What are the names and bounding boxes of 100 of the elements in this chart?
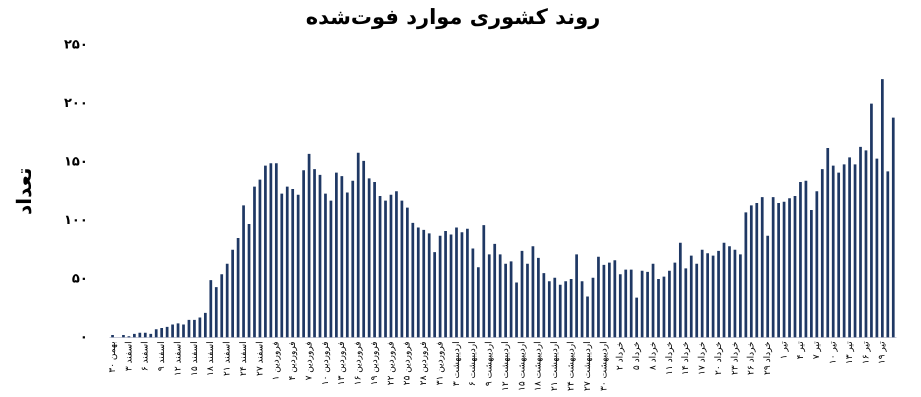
bar — [515, 282, 518, 338]
bar — [406, 208, 409, 338]
x-tick-label: ۹ اسفند — [157, 341, 168, 372]
bar — [799, 182, 802, 338]
bar — [346, 192, 349, 338]
bar — [876, 158, 878, 338]
bar — [532, 246, 534, 338]
x-tick-label: ۴ تیر — [796, 340, 806, 360]
bar — [493, 244, 496, 338]
bar — [351, 180, 354, 338]
bar — [722, 242, 726, 338]
x-tick-label: ۲۳ خرداد — [730, 341, 740, 375]
bar — [472, 248, 474, 338]
bar — [728, 246, 731, 338]
x-tick-label: ۷ تیر — [812, 340, 822, 360]
x-tick-label: ۲۹ خرداد — [763, 341, 774, 375]
bar — [460, 232, 464, 338]
bar — [438, 236, 442, 338]
x-tick-label: ۲۱ اسفند — [222, 341, 233, 376]
bar — [258, 180, 262, 338]
bar — [859, 146, 862, 338]
bar — [580, 281, 584, 338]
bar — [154, 329, 158, 338]
bar — [880, 79, 884, 338]
x-tick-label: ۲۱ اردیبهشت — [550, 341, 560, 392]
bar — [810, 210, 813, 338]
bar — [597, 256, 600, 338]
bar — [674, 262, 676, 338]
bar — [444, 231, 447, 338]
bar — [750, 205, 753, 338]
bar — [564, 281, 568, 338]
bar — [520, 250, 524, 338]
x-tick-label: ۲۲ فروردین — [386, 341, 396, 386]
x-tick-label: ۲۴ اسفند — [238, 341, 249, 376]
bar — [542, 273, 546, 338]
bar — [428, 233, 431, 338]
bar — [466, 228, 469, 338]
x-tick-label: ۱۰ فروردین — [320, 341, 331, 386]
bar — [734, 250, 736, 338]
x-tick-label: ۲۷ اسفند — [255, 341, 266, 376]
x-tick-label: ۱۷ خرداد — [698, 341, 708, 375]
x-tick-label: ۱۶ تیر — [861, 340, 872, 364]
x-tick-label: ۱۴ خرداد — [681, 341, 692, 375]
x-tick-label: ۱۹ تیر — [878, 340, 888, 364]
bar — [526, 264, 529, 338]
bar — [842, 164, 846, 338]
x-tick-label: ۱۵ اسفند — [190, 341, 200, 376]
bar — [400, 200, 404, 338]
bar — [575, 254, 578, 338]
bar — [482, 225, 486, 338]
bar — [226, 264, 229, 338]
bar — [712, 256, 714, 338]
y-tick-label: ۱۰۰ — [64, 212, 88, 228]
bar — [717, 250, 720, 338]
bar — [624, 270, 628, 338]
bar — [777, 202, 780, 338]
bar — [820, 169, 824, 338]
bar — [362, 160, 366, 338]
bar — [618, 274, 622, 338]
bar — [324, 194, 327, 338]
x-tick-label: ۲۴ اردیبهشت — [566, 341, 576, 392]
x-tick-label: ۲۷ اردیبهشت — [582, 341, 593, 392]
bar — [318, 174, 322, 338]
bar — [668, 270, 671, 338]
bar — [646, 272, 649, 338]
bar — [193, 320, 196, 338]
y-tick-label: ۲۵۰ — [64, 38, 88, 53]
bar — [182, 324, 185, 338]
bar — [176, 323, 180, 338]
x-tick-label: ۲۸ فروردین — [419, 341, 430, 386]
x-tick-label: ۱۳ تیر — [844, 340, 855, 364]
bar — [368, 178, 371, 338]
x-tick-label: ۵ خرداد — [632, 341, 642, 370]
x-tick-label: ۱ تیر — [779, 340, 790, 360]
x-tick-label: ۱۰ تیر — [828, 340, 839, 364]
bar — [510, 261, 512, 338]
bar — [330, 200, 332, 338]
bar — [498, 254, 502, 338]
bar — [296, 194, 300, 338]
bar — [264, 166, 267, 338]
bar — [214, 287, 218, 338]
bar — [209, 280, 212, 338]
bar — [373, 182, 376, 338]
bar — [804, 180, 808, 338]
bar — [270, 163, 272, 338]
bar — [378, 196, 382, 338]
bar — [739, 254, 742, 338]
bar — [832, 166, 835, 338]
bar — [635, 298, 638, 338]
bar — [433, 252, 436, 338]
x-tick-label: ۱۲ اسفند — [173, 341, 184, 376]
bar — [854, 164, 856, 338]
x-tick-label: ۱ فروردین — [272, 341, 282, 380]
bar — [772, 197, 775, 338]
bar — [488, 254, 491, 338]
bar — [384, 200, 387, 338]
bar — [188, 320, 190, 338]
bar — [390, 194, 392, 338]
bar — [794, 196, 796, 338]
bar — [302, 170, 305, 338]
